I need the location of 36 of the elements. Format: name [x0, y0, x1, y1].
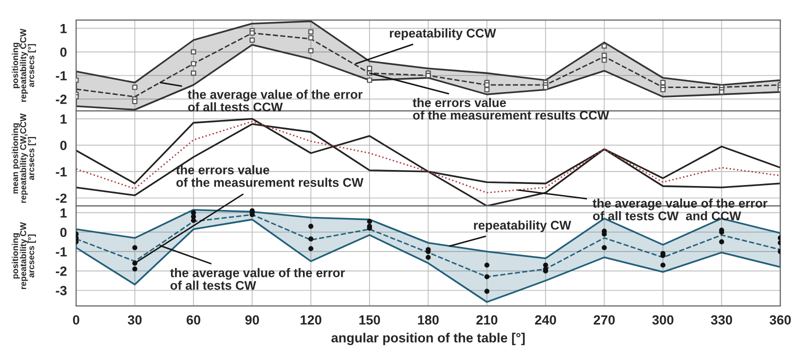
annotation: the average value of the error of all tests CCW [188, 90, 362, 112]
x-tick-label: 30 [128, 315, 142, 325]
annotation: the average value of the error of all tests CW [170, 268, 345, 290]
y-tick-label: -1 [56, 247, 67, 256]
x-tick-label: 210 [476, 315, 498, 325]
y-tick-label: -2 [56, 194, 67, 203]
y-axis-title: mean positioning repeatability CW,CCW arcsecs [°] [12, 113, 36, 203]
x-tick-label: 150 [359, 315, 380, 325]
x-tick-label: 60 [186, 315, 200, 325]
x-tick-label: 360 [770, 315, 791, 325]
x-tick-label: 180 [418, 315, 439, 325]
x-tick-label: 270 [594, 315, 615, 325]
annotation: repeatability CW [474, 220, 572, 232]
x-axis-title: angular position of the table [°] [331, 332, 525, 346]
x-tick-label: 90 [245, 315, 259, 325]
y-tick-label: 0 [60, 228, 67, 238]
x-tick-label: 120 [300, 315, 322, 325]
y-tick-label: 1 [60, 114, 67, 124]
y-tick-label: -1 [56, 71, 67, 80]
x-tick-label: 240 [535, 315, 556, 325]
y-tick-label: 0 [60, 140, 67, 150]
annotation: the errors value of the measurement results CW [176, 165, 364, 187]
x-tick-label: 0 [72, 315, 80, 325]
y-axis-title: positioning repeatability CW arcsecs [°] [12, 222, 36, 290]
y-axis-title: positioning repeatability CCW arcsecs [°] [12, 28, 36, 102]
y-tick-label: 1 [60, 208, 67, 218]
y-tick-label: 0 [60, 47, 67, 57]
annotation: the errors value of the measurement results CCW [412, 98, 610, 120]
x-tick-label: 330 [710, 315, 732, 325]
annotation: repeatability CCW [390, 28, 496, 40]
y-tick-label: -2 [56, 266, 67, 276]
y-tick-label: -2 [56, 94, 67, 104]
y-tick-label: -3 [56, 286, 67, 296]
y-tick-label: -1 [56, 167, 67, 176]
y-tick-label: 1 [60, 24, 67, 34]
x-tick-label: 300 [652, 315, 674, 325]
